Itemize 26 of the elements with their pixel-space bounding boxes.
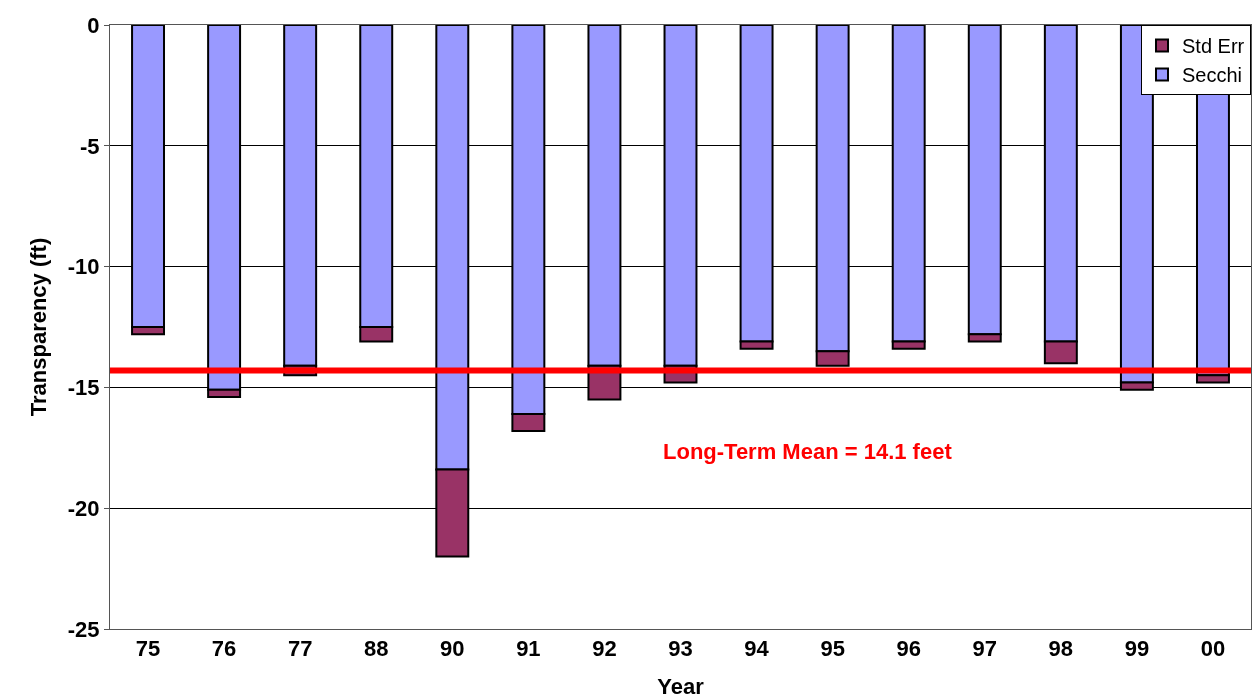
x-tick-label: 93 (668, 636, 693, 662)
x-tick-label: 97 (972, 636, 998, 662)
y-tick-label: -25 (67, 616, 100, 642)
y-tick-label: -15 (67, 375, 100, 401)
x-tick-label: 91 (516, 636, 541, 662)
x-tick-label: 95 (820, 636, 845, 662)
y-tick-label: -20 (67, 495, 100, 521)
x-tick-label: 75 (135, 636, 161, 662)
x-tick-label: 77 (287, 636, 313, 662)
x-tick-label: 76 (211, 636, 237, 662)
x-tick-label: 88 (363, 636, 389, 662)
x-axis-title: Year (657, 674, 705, 700)
y-axis-title: Transparency (ft) (25, 237, 51, 417)
x-tick-label: 96 (896, 636, 921, 662)
x-tick-label: 92 (592, 636, 617, 662)
x-tick-label: 99 (1124, 636, 1150, 662)
annotation: Long-Term Mean = 14.1 feet (663, 439, 953, 464)
legend-label: Std Err (1182, 35, 1245, 58)
x-tick-label: 00 (1200, 636, 1226, 662)
y-tick-label: 0 (87, 12, 100, 38)
legend-label: Secchi (1182, 64, 1243, 87)
x-tick-label: 90 (440, 636, 465, 662)
x-tick-label: 98 (1048, 636, 1074, 662)
y-tick-label: -10 (67, 254, 100, 280)
x-tick-label: 94 (744, 636, 770, 662)
y-tick-label: -5 (80, 133, 100, 159)
